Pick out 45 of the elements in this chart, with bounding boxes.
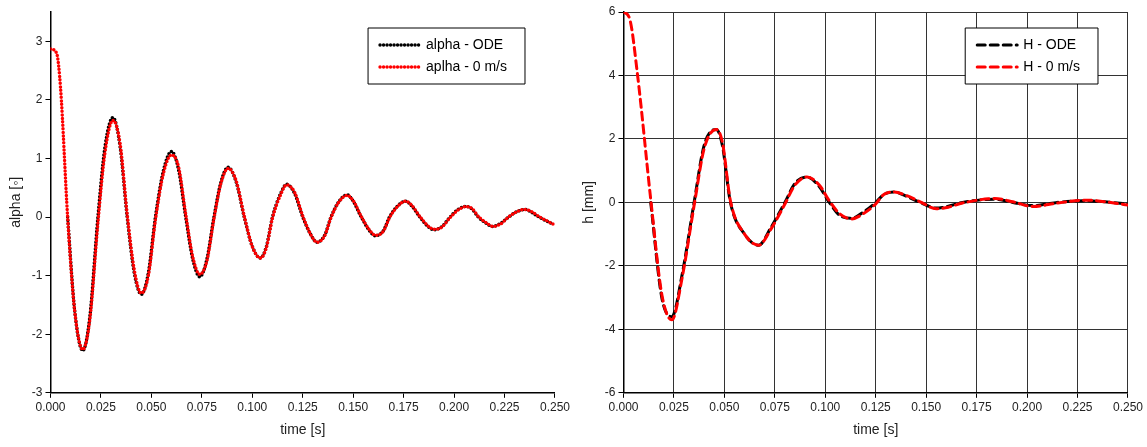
x-tick-label: 0.000 [608,400,639,415]
x-tick-label: 0.075 [186,400,218,415]
x-tick-label: 0.175 [388,400,419,415]
y-tick-label: 2 [35,92,43,107]
x-tick-label: 0.050 [136,400,167,415]
y-tick-label: -6 [604,385,616,400]
y-axis-title: alpha [◦] [7,176,24,228]
legend-label: aplha - 0 m/s [426,57,507,74]
x-tick-label: 0.025 [85,400,117,415]
x-tick-label: 0.150 [338,400,369,415]
x-tick-label: 0.175 [961,400,992,415]
legend-label: H - ODE [1023,35,1077,52]
y-tick-label: 6 [608,4,616,19]
y-tick-label: -1 [31,267,43,282]
x-axis-title: time [s] [853,421,899,438]
x-tick-label: 0.200 [1012,400,1043,415]
x-tick-label: 0.250 [539,400,571,415]
x-tick-label: 0.100 [237,400,268,415]
y-tick-label: -2 [604,258,616,273]
x-tick-label: 0.225 [489,400,520,415]
x-tick-label: 0.000 [35,400,66,415]
y-tick-label: -2 [31,326,43,341]
y-tick-label: 1 [35,150,43,165]
y-axis-title: h [mm] [580,181,597,224]
y-tick-label: 3 [35,33,43,48]
x-tick-label: 0.125 [860,400,892,415]
y-tick-label: 0 [35,209,43,224]
x-tick-label: 0.100 [810,400,841,415]
x-axis-title: time [s] [280,421,326,438]
y-tick-label: 2 [608,131,616,146]
y-tick-label: -4 [604,321,616,336]
y-tick-label: 0 [608,194,616,209]
y-tick-label: 4 [608,67,616,82]
x-tick-label: 0.050 [709,400,740,415]
x-tick-label: 0.250 [1112,400,1144,415]
legend-label: H - 0 m/s [1023,57,1080,74]
line-series [65,115,555,353]
x-tick-label: 0.125 [287,400,319,415]
x-tick-label: 0.075 [759,400,791,415]
x-tick-label: 0.025 [658,400,690,415]
legend-label: alpha - ODE [426,35,504,52]
x-tick-label: 0.225 [1062,400,1093,415]
y-tick-label: -3 [31,385,43,400]
x-tick-label: 0.150 [911,400,942,415]
x-tick-label: 0.200 [439,400,470,415]
